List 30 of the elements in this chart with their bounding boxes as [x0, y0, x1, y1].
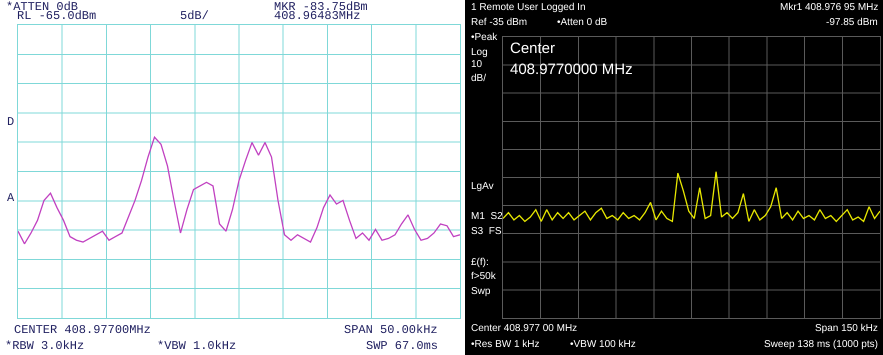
text: •Peak	[471, 32, 498, 43]
text: f>50k	[471, 271, 497, 282]
text: Ref -35 dBm	[471, 17, 528, 28]
text: -97.85 dBm	[826, 17, 878, 28]
text: LgAv	[471, 181, 494, 192]
text: Span 150 kHz	[815, 323, 878, 334]
text: £(f):	[471, 257, 489, 268]
text: D	[7, 115, 14, 129]
text: SPAN 50.00kHz	[344, 323, 438, 337]
text: *VBW 1.0kHz	[157, 339, 236, 353]
text: Center 408.977 00 MHz	[471, 323, 578, 334]
text: •VBW 100 kHz	[570, 339, 636, 350]
text: Sweep 138 ms (1000 pts)	[764, 339, 878, 350]
text: S3 FS	[471, 226, 502, 237]
text: Mkr1 408.976 95 MHz	[780, 2, 878, 13]
text: 1 Remote User Logged In	[471, 2, 586, 13]
text: •Atten 0 dB	[557, 17, 608, 28]
text: *RBW 3.0kHz	[5, 339, 84, 353]
text: Log	[471, 47, 488, 58]
text: Swp	[471, 286, 491, 297]
text: 5dB/	[180, 9, 209, 23]
text: 10	[471, 59, 483, 70]
text: SWP 67.0ms	[366, 339, 438, 353]
text: A	[7, 191, 15, 205]
text: •Res BW 1 kHz	[471, 339, 540, 350]
text: 408.9770000 MHz	[510, 61, 633, 78]
text: CENTER 408.97700MHz	[14, 323, 151, 337]
text: Center	[510, 40, 556, 57]
text: M1 S2	[471, 211, 504, 222]
text: dB/	[471, 73, 486, 84]
